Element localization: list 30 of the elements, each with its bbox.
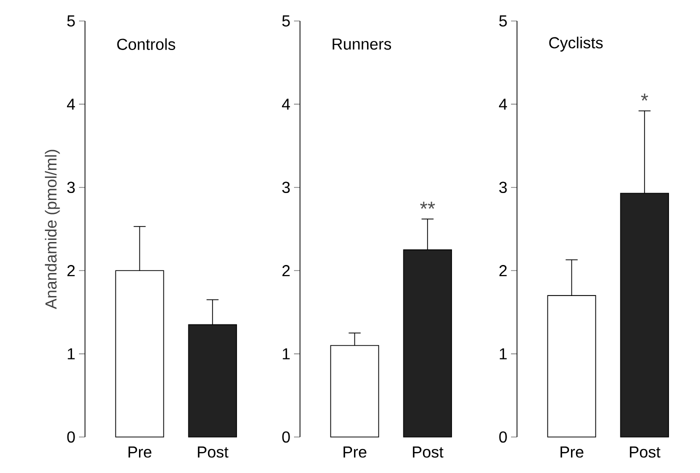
y-axis-title: Anandamide (pmol/ml) — [44, 150, 60, 310]
x-tick-label: Post — [198, 446, 228, 458]
annotation: ** — [420, 202, 435, 209]
y-tick-label: 1 — [282, 348, 290, 360]
y-tick-label: 4 — [66, 98, 76, 110]
text: Runners — [332, 38, 392, 50]
y-tick-label: 2 — [67, 265, 75, 276]
x-tick-label: Pre — [344, 446, 366, 458]
y-tick-label: 3 — [67, 182, 75, 194]
x-tick-label: Post — [412, 446, 444, 458]
x-tick-label: Post — [630, 446, 660, 458]
y-tick-label: 0 — [282, 431, 290, 443]
y-tick-label: 1 — [500, 348, 507, 360]
text: Cyclists — [549, 36, 603, 52]
y-tick-label: 5 — [499, 15, 507, 27]
y-tick-label: 1 — [68, 348, 75, 360]
annotation: * — [641, 94, 648, 101]
y-tick-label: 2 — [282, 265, 290, 276]
y-tick-label: 4 — [498, 98, 508, 110]
y-tick-label: 3 — [282, 182, 290, 194]
y-tick-label: 0 — [67, 431, 75, 443]
y-tick-label: 2 — [499, 265, 507, 276]
y-tick-label: 3 — [499, 182, 507, 194]
y-tick-label: 4 — [282, 98, 290, 110]
x-tick-label: Pre — [128, 446, 152, 458]
y-tick-label: 0 — [499, 431, 507, 443]
y-tick-label: 5 — [67, 15, 75, 27]
text: Controls — [117, 38, 176, 50]
y-tick-label: 5 — [282, 15, 290, 27]
x-tick-label: Pre — [560, 446, 584, 458]
